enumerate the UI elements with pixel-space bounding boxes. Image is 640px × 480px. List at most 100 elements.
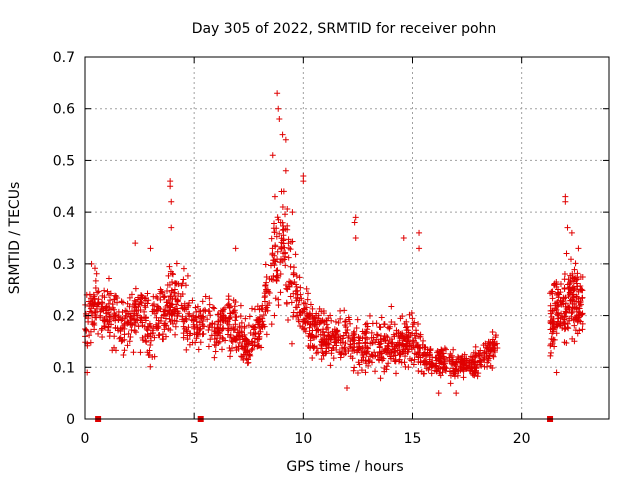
data-point: [231, 336, 238, 343]
data-point: [563, 305, 570, 312]
data-point: [453, 390, 460, 397]
data-point: [297, 284, 304, 291]
data-point: [111, 296, 117, 303]
data-point: [285, 316, 292, 323]
data-point: [330, 345, 337, 352]
data-point: [92, 277, 99, 284]
data-point: [469, 354, 476, 361]
data-point: [572, 316, 579, 323]
data-point: [363, 328, 370, 335]
data-point: [397, 315, 404, 322]
data-point: [106, 318, 113, 325]
data-point: [230, 335, 237, 342]
data-point: [450, 346, 457, 353]
data-point: [347, 341, 354, 348]
data-point: [132, 285, 139, 292]
data-point: [165, 272, 172, 279]
data-point: [451, 373, 458, 380]
data-point: [408, 357, 415, 364]
data-point: [118, 298, 125, 305]
data-point: [293, 273, 300, 280]
data-point: [352, 214, 359, 221]
data-point: [377, 375, 384, 382]
data-point: [400, 235, 407, 241]
data-point: [278, 245, 285, 252]
data-point: [364, 326, 371, 333]
data-point: [161, 294, 168, 301]
data-point: [225, 300, 232, 307]
data-point: [276, 116, 283, 123]
data-point: [206, 308, 213, 315]
data-point: [409, 323, 416, 330]
data-point: [356, 337, 363, 344]
data-point: [271, 312, 278, 319]
data-point: [307, 301, 314, 308]
data-point: [138, 315, 145, 322]
data-point: [577, 301, 584, 308]
data-point: [243, 355, 250, 362]
data-point: [262, 261, 269, 268]
data-point: [287, 246, 294, 253]
data-point: [304, 296, 311, 303]
data-point: [206, 295, 213, 302]
data-point: [419, 341, 426, 348]
data-point: [458, 358, 465, 365]
data-point: [151, 353, 158, 360]
data-point: [359, 344, 366, 351]
data-point: [85, 318, 92, 325]
data-point: [389, 339, 396, 346]
data-point: [118, 317, 125, 324]
data-point: [91, 265, 98, 272]
data-point: [309, 305, 316, 312]
data-point: [117, 334, 124, 341]
data-point: [341, 318, 348, 325]
data-point: [381, 365, 388, 372]
data-point: [271, 252, 278, 259]
data-point: [266, 275, 273, 282]
data-point: [303, 285, 310, 292]
data-point: [208, 332, 215, 339]
data-point: [403, 318, 410, 325]
data-point: [340, 351, 347, 358]
data-point: [427, 346, 434, 353]
data-point: [170, 289, 177, 296]
data-point: [414, 342, 421, 349]
data-point: [169, 279, 176, 286]
data-point: [144, 327, 151, 334]
data-point: [263, 286, 270, 293]
data-point: [549, 307, 556, 314]
data-point: [579, 311, 586, 318]
data-point: [186, 310, 193, 317]
data-point: [436, 348, 443, 355]
data-point: [113, 293, 120, 300]
data-point: [412, 335, 419, 342]
data-point: [294, 294, 301, 301]
data-point: [373, 331, 380, 338]
data-point: [127, 333, 134, 340]
data-point: [414, 348, 421, 355]
data-point: [207, 312, 214, 319]
data-point: [93, 305, 100, 312]
data-point: [373, 320, 380, 327]
x-tick-label: 0: [81, 431, 90, 447]
data-point: [272, 295, 279, 302]
data-point: [563, 250, 570, 257]
data-point: [484, 359, 491, 366]
data-point: [572, 304, 579, 311]
data-point: [261, 298, 268, 305]
data-point: [376, 357, 383, 364]
data-point: [133, 316, 140, 323]
data-point: [349, 338, 356, 345]
data-point: [321, 338, 328, 345]
data-point: [337, 307, 344, 314]
data-point: [468, 361, 475, 368]
data-point: [353, 325, 360, 332]
data-point: [163, 299, 170, 306]
data-point: [130, 301, 137, 308]
data-point: [579, 287, 586, 294]
data-point: [229, 309, 236, 316]
data-point: [363, 349, 370, 356]
y-tick-label: 0.4: [53, 205, 75, 221]
data-point: [269, 152, 276, 159]
data-point: [252, 330, 259, 337]
